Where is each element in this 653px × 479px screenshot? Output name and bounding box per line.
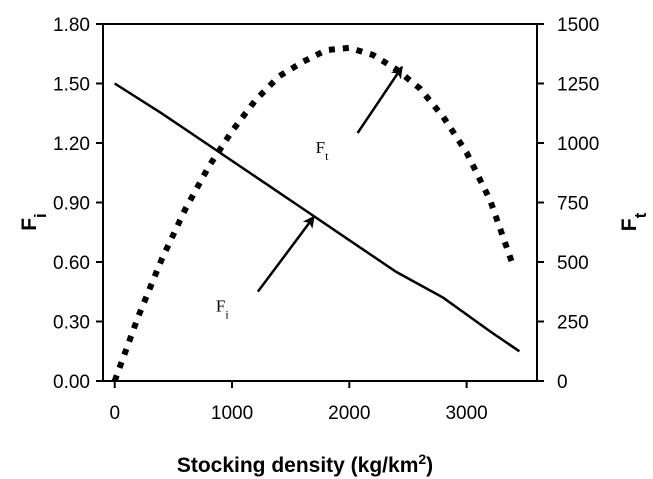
y-left-tick-label: 0.00 (53, 372, 90, 393)
annotation-label: Fi (216, 297, 229, 322)
y-left-tick-label: 0.60 (53, 253, 90, 274)
x-tick-label: 1000 (211, 403, 253, 424)
y-right-tick-label: 500 (557, 253, 589, 274)
axis-ticks (96, 23, 544, 388)
series-line-Fi (114, 82, 521, 353)
annotation-arrow (256, 215, 316, 293)
plot-border (102, 23, 538, 382)
annotation-label: Ft (316, 138, 329, 163)
y-right-tick-label: 1000 (557, 134, 599, 155)
series-layer (111, 44, 521, 383)
y-axis-left-title: Fi (18, 213, 50, 231)
y-left-tick-label: 1.20 (53, 134, 90, 155)
labels-layer: 0 1000 2000 3000 0.00 0.30 0.60 0.90 1.20 1.50 1.8… (53, 15, 599, 424)
x-axis-title: Stocking density (kg/km2) (177, 451, 433, 477)
plot-area (102, 23, 538, 382)
x-tick-label: 3000 (445, 403, 487, 424)
x-tick-label: 2000 (328, 403, 370, 424)
y-left-tick-label: 1.50 (53, 75, 90, 96)
y-right-tick-label: 750 (557, 194, 589, 215)
y-axis-right-title: Ft (618, 212, 650, 231)
y-right-tick-label: 250 (557, 313, 589, 334)
y-left-tick-label: 1.80 (53, 15, 90, 36)
y-left-tick-label: 0.30 (53, 313, 90, 334)
x-tick-label: 0 (109, 403, 120, 424)
y-right-tick-label: 1500 (557, 15, 599, 36)
series-line-Ft (111, 44, 517, 383)
y-right-tick-label: 1250 (557, 75, 599, 96)
annotation-arrow (356, 66, 404, 134)
y-right-tick-label: 0 (557, 372, 568, 393)
y-left-tick-label: 0.90 (53, 194, 90, 215)
